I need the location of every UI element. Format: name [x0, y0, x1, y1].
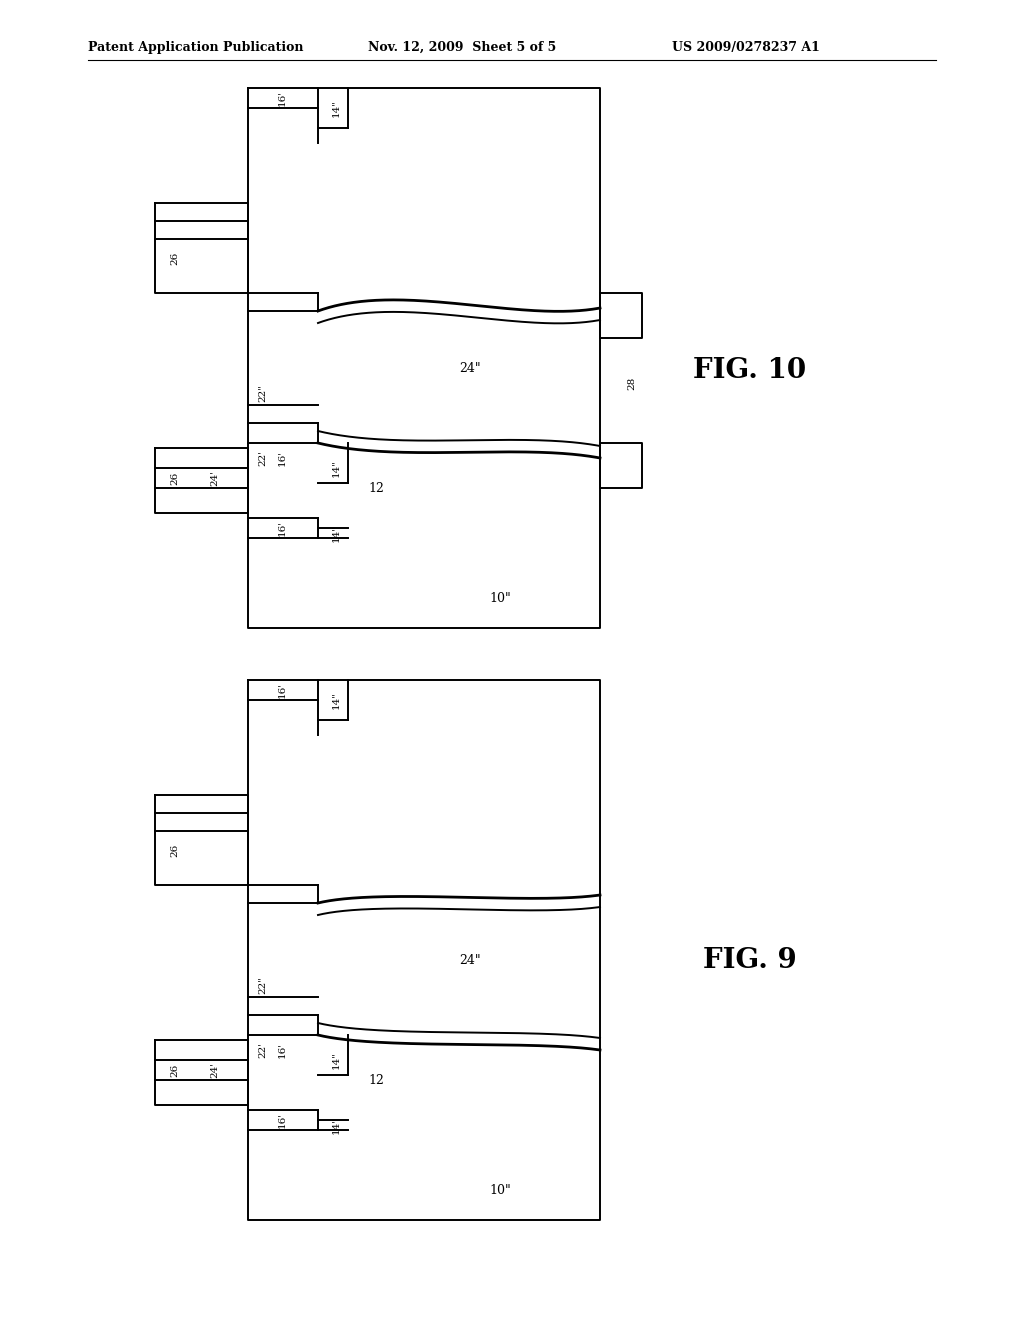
Text: FIG. 9: FIG. 9 — [703, 946, 797, 974]
Text: 24': 24' — [211, 1063, 219, 1078]
Text: 14": 14" — [332, 1115, 341, 1134]
Text: 12: 12 — [368, 1073, 384, 1086]
Text: 22": 22" — [258, 384, 267, 403]
Text: US 2009/0278237 A1: US 2009/0278237 A1 — [672, 41, 820, 54]
Text: 16': 16' — [278, 520, 287, 536]
Text: 26: 26 — [171, 251, 179, 264]
Text: 26: 26 — [171, 1064, 179, 1077]
Text: 28: 28 — [628, 376, 637, 389]
Text: 26: 26 — [171, 843, 179, 857]
Text: FIG. 10: FIG. 10 — [693, 356, 807, 384]
Text: 10": 10" — [489, 591, 511, 605]
Text: 16': 16' — [278, 1111, 287, 1129]
Text: 16': 16' — [278, 682, 287, 698]
Text: 14": 14" — [332, 99, 341, 117]
Text: 16': 16' — [278, 1041, 287, 1059]
Text: 24': 24' — [211, 470, 219, 486]
Text: 16': 16' — [278, 90, 287, 106]
Text: 26: 26 — [171, 471, 179, 484]
Text: 12: 12 — [368, 482, 384, 495]
Text: 10": 10" — [489, 1184, 511, 1196]
Text: 24": 24" — [459, 953, 481, 966]
Text: 14": 14" — [332, 524, 341, 543]
Text: 22": 22" — [258, 975, 267, 994]
Text: 14": 14" — [332, 1051, 341, 1069]
Text: 14": 14" — [332, 459, 341, 477]
Text: Patent Application Publication: Patent Application Publication — [88, 41, 303, 54]
Text: 22': 22' — [258, 450, 267, 466]
Text: Nov. 12, 2009  Sheet 5 of 5: Nov. 12, 2009 Sheet 5 of 5 — [368, 41, 556, 54]
Text: 24": 24" — [459, 362, 481, 375]
Text: 16': 16' — [278, 450, 287, 466]
Text: 14": 14" — [332, 690, 341, 709]
Text: 22': 22' — [258, 1041, 267, 1059]
